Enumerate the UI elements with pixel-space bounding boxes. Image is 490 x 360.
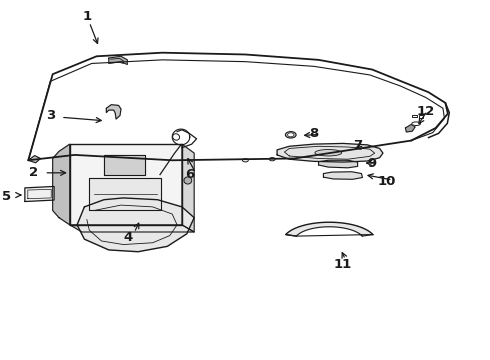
Polygon shape (286, 222, 373, 236)
Polygon shape (70, 144, 182, 225)
Polygon shape (318, 160, 358, 168)
Text: 10: 10 (378, 175, 396, 188)
Ellipse shape (184, 158, 190, 161)
Ellipse shape (184, 177, 192, 184)
Bar (418, 116, 423, 118)
Polygon shape (109, 56, 127, 64)
Polygon shape (25, 186, 54, 202)
Polygon shape (323, 172, 363, 179)
Ellipse shape (285, 132, 296, 138)
Text: 7: 7 (353, 139, 362, 152)
Text: 4: 4 (123, 231, 133, 244)
Polygon shape (28, 156, 41, 163)
Polygon shape (106, 105, 121, 119)
Ellipse shape (172, 134, 179, 140)
Polygon shape (182, 144, 194, 232)
Ellipse shape (270, 158, 275, 161)
Polygon shape (405, 125, 415, 132)
Text: 8: 8 (309, 127, 318, 140)
Text: 2: 2 (28, 166, 38, 179)
Text: 12: 12 (417, 105, 435, 118)
Ellipse shape (315, 149, 342, 156)
Text: 5: 5 (2, 190, 11, 203)
Text: 6: 6 (185, 168, 194, 181)
Text: 1: 1 (82, 10, 92, 23)
Polygon shape (77, 198, 194, 252)
Polygon shape (104, 155, 146, 175)
Ellipse shape (243, 159, 248, 162)
Polygon shape (89, 178, 162, 211)
Bar (412, 115, 417, 117)
Polygon shape (277, 143, 383, 162)
Text: 11: 11 (334, 258, 352, 271)
Text: 3: 3 (46, 109, 55, 122)
Polygon shape (53, 144, 70, 225)
Polygon shape (70, 225, 194, 232)
Ellipse shape (412, 122, 420, 126)
Ellipse shape (288, 133, 294, 137)
Text: 9: 9 (368, 157, 377, 170)
